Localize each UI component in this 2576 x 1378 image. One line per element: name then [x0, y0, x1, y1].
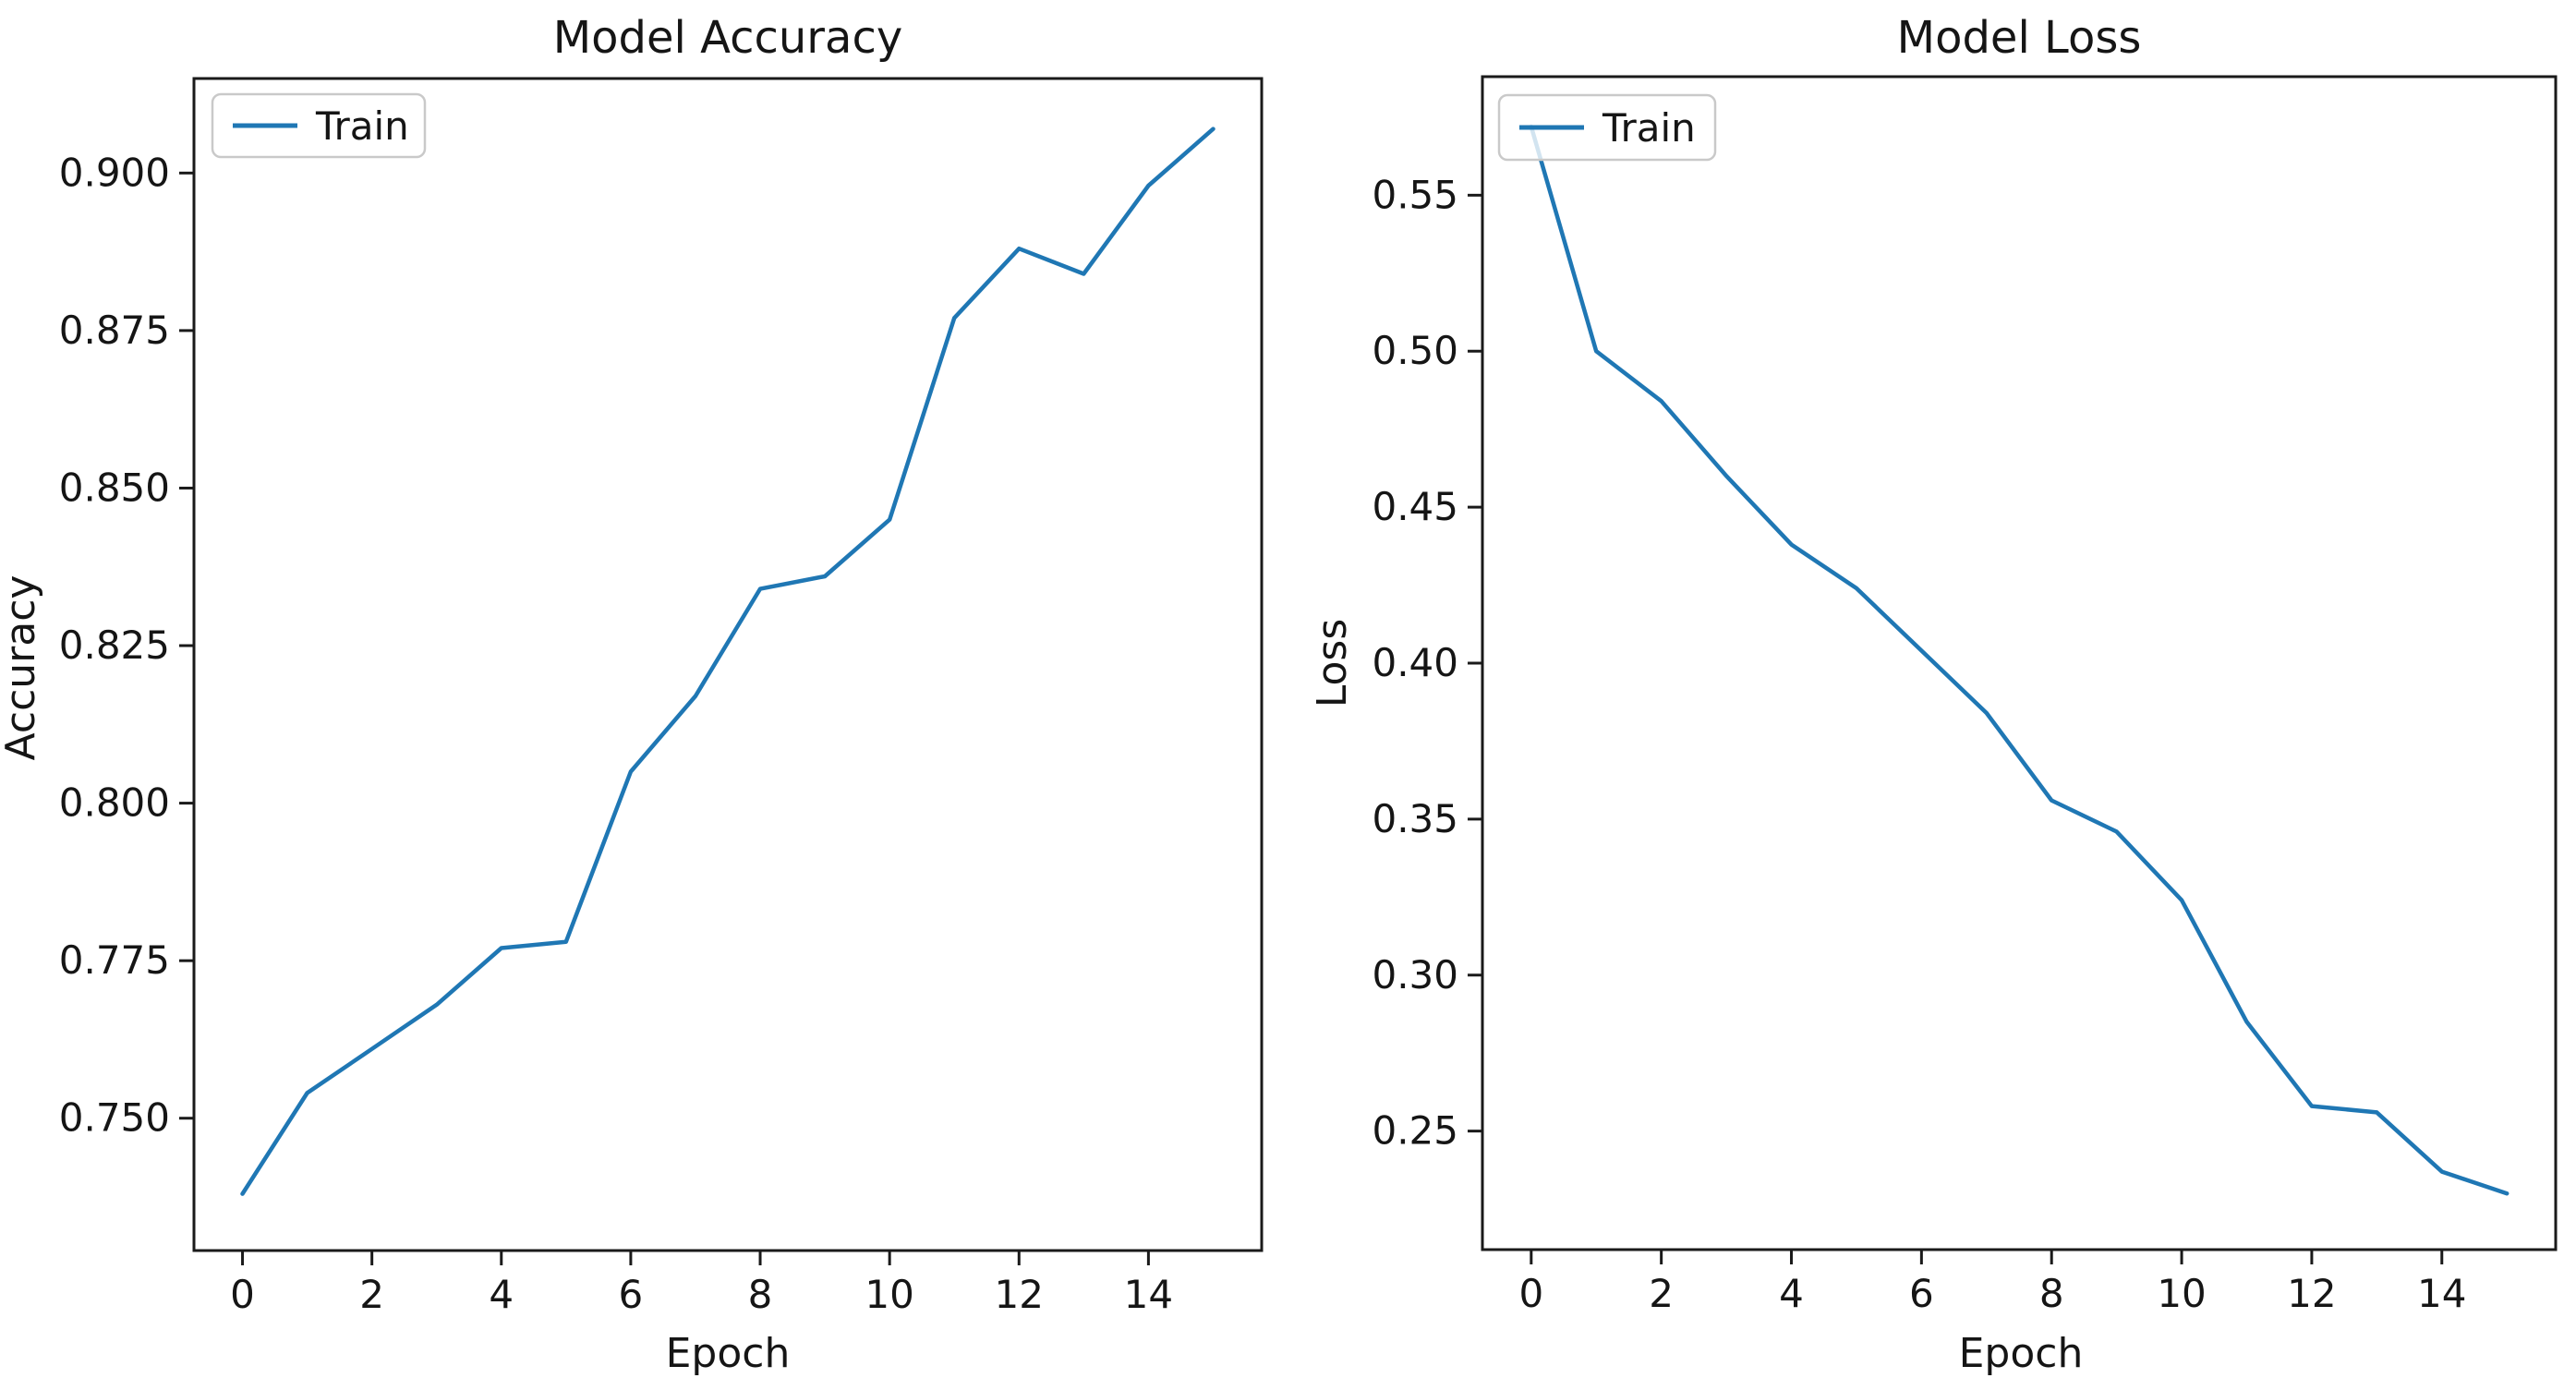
model-loss-axes-spines [1481, 75, 2558, 1251]
y-tick-label: 0.30 [1372, 952, 1458, 997]
x-tick-label: 10 [865, 1272, 913, 1317]
x-tick-label: 6 [619, 1272, 644, 1317]
x-tick-label: 14 [1124, 1272, 1173, 1317]
loss-plot-area: 0 2 4 6 8 10 12 14 0.25 0.30 0.35 0.40 0.45 0.50 0.55 T… [1372, 75, 2558, 1316]
legend-box [211, 92, 427, 159]
model-loss-train-line [1529, 124, 2509, 1196]
y-tick-label: 0.825 [59, 623, 170, 668]
x-tick-label: 6 [1909, 1271, 1934, 1316]
model-accuracy-chart: 0 2 4 6 8 10 12 14 0.750 0.775 0.800 0.825 0.850 0.87… [0, 12, 1264, 1377]
legend-box [1497, 93, 1717, 162]
loss-y-axis-label: Loss [1309, 619, 1356, 708]
y-tick-label: 0.875 [59, 308, 170, 353]
x-tick-label: 0 [230, 1272, 255, 1317]
x-tick-label: 8 [2039, 1271, 2064, 1316]
y-tick-label: 0.50 [1372, 328, 1458, 373]
accuracy-plot-area: 0 2 4 6 8 10 12 14 0.750 0.775 0.800 0.825 0.850 0.87… [59, 77, 1264, 1317]
loss-x-axis-label: Epoch [1959, 1330, 2084, 1377]
x-tick-label: 2 [1649, 1271, 1674, 1316]
y-tick-label: 0.850 [59, 465, 170, 510]
x-tick-label: 14 [2417, 1271, 2466, 1316]
y-tick-label: 0.40 [1372, 640, 1458, 685]
y-tick-label: 0.750 [59, 1095, 170, 1141]
model-accuracy-train-line [240, 127, 1215, 1196]
x-tick-label: 4 [1779, 1271, 1804, 1316]
x-tick-label: 0 [1518, 1271, 1543, 1316]
legend-label: Train [315, 103, 409, 149]
model-loss-chart: 0 2 4 6 8 10 12 14 0.25 0.30 0.35 0.40 0.45 0.50 0.55 T… [1309, 12, 2558, 1377]
x-tick-label: 10 [2157, 1271, 2206, 1316]
y-tick-label: 0.900 [59, 150, 170, 195]
x-tick-label: 4 [489, 1272, 514, 1317]
y-tick-label: 0.45 [1372, 484, 1458, 529]
y-tick-label: 0.775 [59, 937, 170, 983]
y-tick-label: 0.800 [59, 780, 170, 826]
y-tick-label: 0.55 [1372, 172, 1458, 217]
accuracy-x-axis-label: Epoch [666, 1330, 791, 1377]
y-tick-label: 0.25 [1372, 1108, 1458, 1154]
y-tick-label: 0.35 [1372, 796, 1458, 841]
model-accuracy-axes-spines [192, 77, 1264, 1252]
x-tick-label: 8 [748, 1272, 773, 1317]
legend-label: Train [1602, 105, 1696, 151]
x-tick-label: 12 [995, 1272, 1044, 1317]
loss-chart-title: Model Loss [1897, 12, 2142, 64]
accuracy-y-axis-label: Accuracy [0, 575, 44, 761]
x-tick-label: 2 [359, 1272, 384, 1317]
x-tick-label: 12 [2287, 1271, 2336, 1316]
accuracy-chart-title: Model Accuracy [553, 12, 903, 64]
